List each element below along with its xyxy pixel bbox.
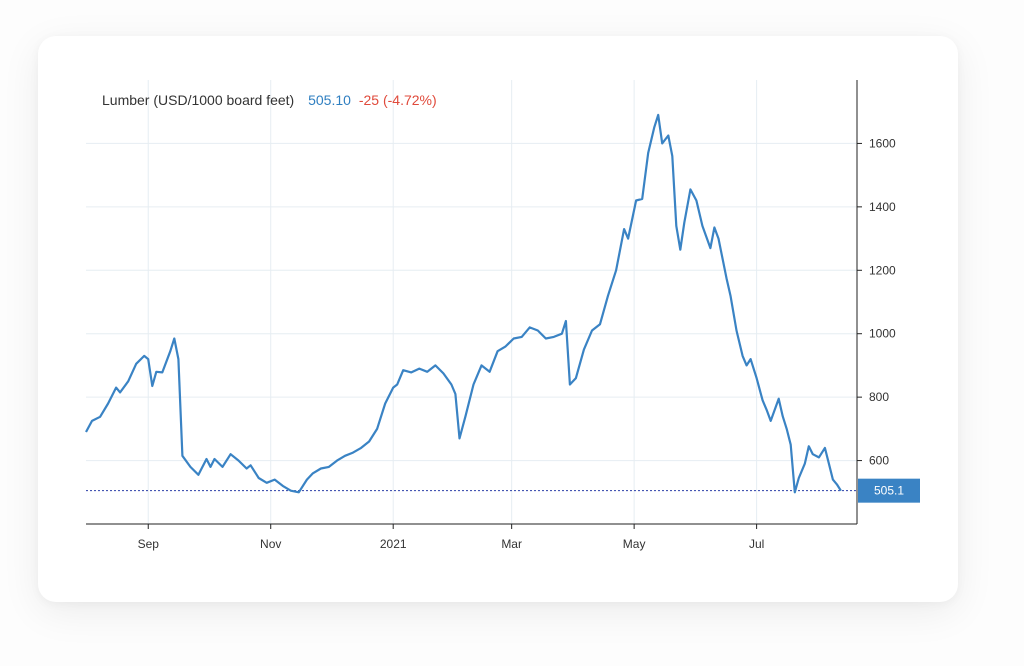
point-layer [85, 114, 842, 493]
price-tag-label: 505.1 [874, 484, 904, 498]
y-tick-label: 1200 [869, 263, 896, 277]
y-tick-label: 600 [869, 454, 889, 468]
last-price: 505.10 [308, 92, 351, 108]
y-tick-label: 1400 [869, 200, 896, 214]
last-price-tag: 505.1 [858, 478, 920, 503]
x-tick-label: Jul [749, 537, 764, 551]
price-tag-background [858, 478, 920, 503]
x-tick-label: Sep [138, 537, 160, 551]
x-tick-label: Nov [260, 537, 281, 551]
series-name: Lumber (USD/1000 board feet) [102, 92, 295, 108]
x-tick-label: 2021 [380, 537, 407, 551]
axis-layer [86, 80, 858, 525]
series-line [85, 113, 842, 494]
y-tick-label: 1600 [869, 136, 896, 150]
y-tick-label: 1000 [869, 327, 896, 341]
grid-layer [86, 80, 857, 524]
tick-layer: 600 800 1000 1200 1400 1600 Sep Nov 2021 Mar May Ju… [138, 136, 896, 551]
x-tick-label: Mar [501, 537, 522, 551]
chart-card [38, 36, 958, 602]
x-tick-label: May [623, 537, 646, 551]
price-change: -25 (-4.72%) [358, 92, 437, 108]
y-tick-label: 800 [869, 390, 889, 404]
chart-legend: Lumber (USD/1000 board feet) 505.10 -25 … [102, 92, 443, 108]
